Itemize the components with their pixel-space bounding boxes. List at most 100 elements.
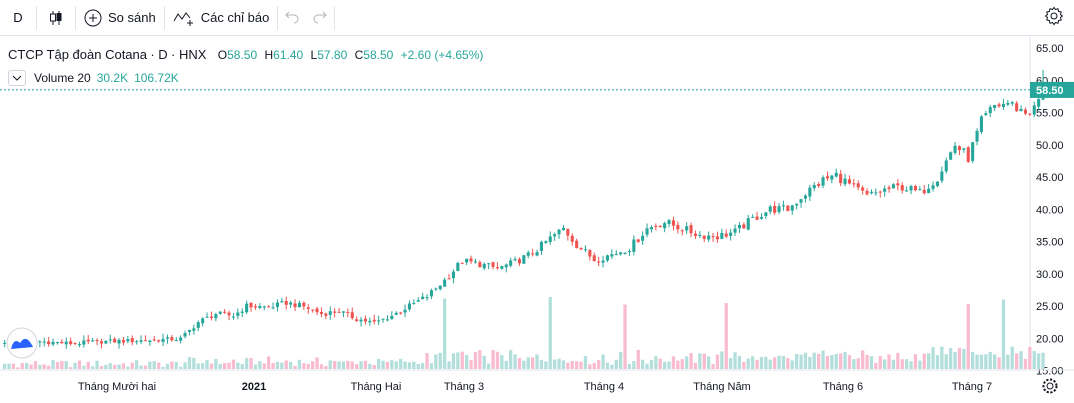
candle-body	[1001, 103, 1005, 108]
volume-bar	[773, 357, 777, 369]
undo-button[interactable]	[278, 0, 306, 36]
candle-body	[355, 319, 359, 322]
candle-body	[909, 186, 913, 191]
candle-body	[975, 130, 979, 142]
candle-body	[438, 285, 442, 289]
candle-body	[183, 333, 187, 337]
candle-body	[764, 212, 768, 217]
volume-bar	[737, 355, 742, 369]
volume-bar	[143, 365, 148, 369]
chart-type-button[interactable]	[37, 0, 75, 36]
candle-body	[390, 315, 394, 319]
volume-bar	[900, 359, 904, 369]
indicators-button[interactable]: Các chỉ báo	[165, 0, 278, 36]
volume-bar	[126, 366, 130, 369]
candle-body	[803, 195, 807, 199]
candle-body	[121, 340, 125, 343]
volume-bar	[258, 361, 262, 369]
candle-body	[1037, 99, 1041, 107]
volume-bar	[473, 351, 478, 369]
volume-bar	[548, 297, 552, 369]
volume-bar	[51, 360, 55, 369]
interval-label: D	[13, 10, 23, 25]
candle-body	[548, 236, 552, 242]
volume-bar	[209, 363, 214, 369]
candle-body	[487, 263, 491, 265]
volume-bar	[95, 360, 99, 369]
volume-bar	[500, 355, 504, 369]
volume-bar	[253, 364, 258, 369]
candle-body	[64, 341, 68, 345]
volume-bar	[64, 361, 68, 369]
volume-bar	[909, 361, 913, 369]
candle-body	[267, 306, 271, 308]
axis-settings-icon	[1046, 382, 1054, 390]
volume-bar	[1001, 299, 1006, 369]
volume-bar	[707, 356, 711, 369]
volume-bar	[786, 358, 790, 369]
candle-body	[253, 306, 257, 308]
candle-body	[47, 341, 51, 345]
add-compare-icon	[84, 9, 102, 27]
candle-body	[522, 255, 526, 264]
close-value: 58.50	[363, 48, 394, 62]
volume-bar	[733, 352, 737, 369]
candle-body	[271, 307, 275, 309]
volume-bar	[324, 365, 328, 369]
volume-title: Volume 20	[34, 71, 91, 85]
settings-button[interactable]	[1042, 6, 1066, 30]
candle-body	[209, 316, 213, 319]
change-value: +2.60 (+4.65%)	[400, 48, 484, 62]
volume-bar	[729, 358, 733, 369]
candle-body	[922, 189, 926, 194]
volume-bar	[429, 363, 434, 369]
symbol-name: CTCP Tập đoàn Cotana	[8, 47, 147, 62]
volume-bar	[935, 355, 940, 369]
volume-bar	[632, 361, 636, 369]
volume-bar	[315, 357, 319, 369]
candle-body	[768, 206, 772, 212]
candle-body	[187, 329, 191, 332]
candle-body	[570, 235, 574, 242]
volume-bar	[434, 354, 438, 369]
volume-bar	[561, 360, 566, 369]
volume-bar	[302, 363, 306, 369]
candle-body	[174, 340, 178, 342]
indicators-icon	[173, 9, 195, 27]
collapse-legend-button[interactable]	[8, 70, 26, 86]
volume-bar	[447, 361, 451, 369]
candle-body	[773, 205, 777, 213]
open-key: O	[217, 48, 228, 62]
volume-bar	[544, 361, 548, 369]
volume-bar	[412, 361, 416, 369]
volume-bar	[720, 351, 724, 369]
candle-body	[1028, 113, 1032, 115]
candle-body	[742, 224, 746, 229]
volume-bar	[218, 363, 222, 369]
compare-button[interactable]: So sánh	[76, 0, 164, 36]
volume-bar	[25, 362, 29, 369]
candle-body	[601, 260, 605, 263]
volume-bar	[1010, 346, 1014, 369]
interval-selector[interactable]: D	[0, 0, 36, 36]
candle-body	[95, 340, 99, 342]
volume-bar	[29, 364, 33, 369]
candle-body	[658, 226, 662, 228]
redo-button[interactable]	[306, 0, 334, 36]
volume-bar	[504, 360, 508, 369]
volume-bar	[830, 355, 834, 369]
candle-body	[1010, 102, 1014, 104]
volume-bar	[839, 353, 843, 369]
volume-bar	[311, 361, 315, 369]
candle-body	[117, 339, 121, 344]
candle-body	[874, 192, 878, 194]
candle-body	[113, 338, 117, 343]
volume-bar	[289, 362, 293, 369]
volume-bar	[240, 364, 244, 369]
candle-body	[1032, 105, 1036, 115]
volume-bar	[227, 362, 231, 369]
volume-bar	[416, 364, 420, 369]
candle-body	[698, 234, 702, 237]
volume-bar	[781, 356, 786, 369]
